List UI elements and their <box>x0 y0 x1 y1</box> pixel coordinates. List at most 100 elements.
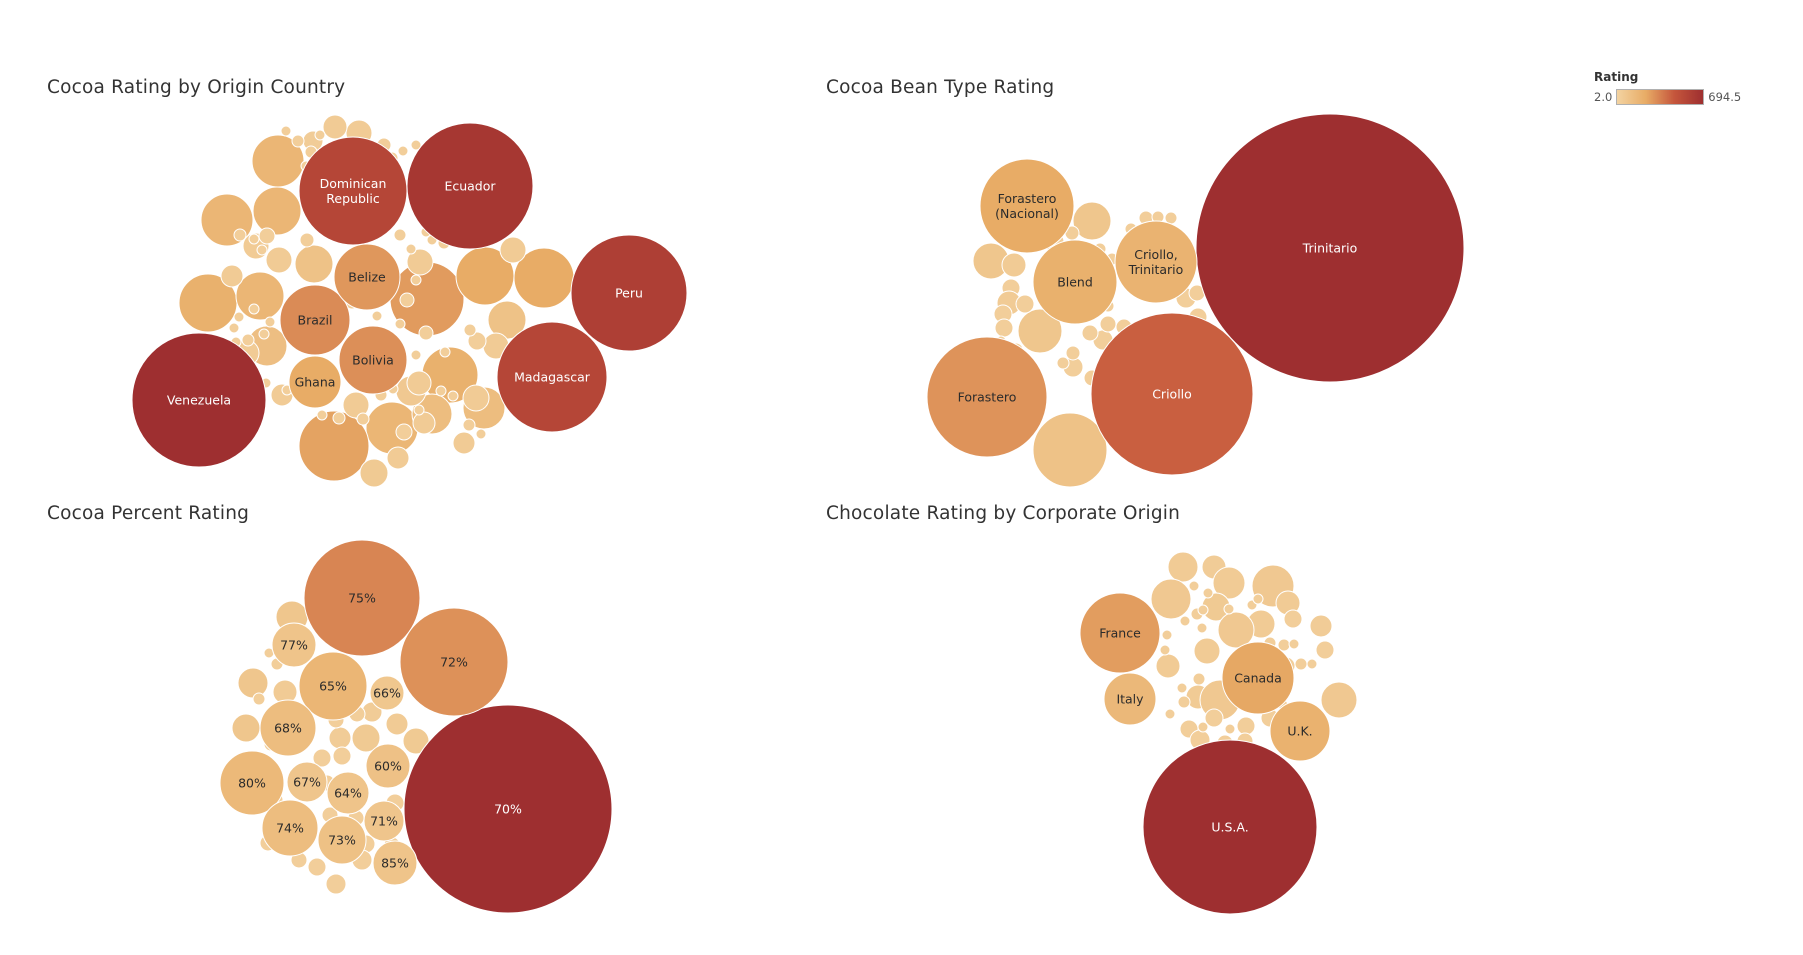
bubble-unlabeled[interactable] <box>1150 578 1192 620</box>
bubble-unlabeled[interactable] <box>228 322 240 334</box>
bubble-unlabeled[interactable] <box>1197 604 1209 616</box>
bubble-unlabeled[interactable] <box>1197 721 1209 733</box>
bubble-unlabeled[interactable] <box>256 244 268 256</box>
bubble-unlabeled[interactable] <box>463 323 477 337</box>
bubble-unlabeled[interactable] <box>452 431 476 455</box>
bubble-77[interactable] <box>271 622 317 668</box>
bubble-unlabeled[interactable] <box>410 349 422 361</box>
bubble-unlabeled[interactable] <box>412 411 436 435</box>
bubble-unlabeled[interactable] <box>264 316 276 328</box>
bubble-unlabeled[interactable] <box>220 264 244 288</box>
bubble-unlabeled[interactable] <box>475 428 487 440</box>
bubble-unlabeled[interactable] <box>1176 682 1188 694</box>
bubble-unlabeled[interactable] <box>1223 603 1235 615</box>
bubble-criollo[interactable] <box>1090 312 1254 476</box>
bubble-unlabeled[interactable] <box>1193 637 1221 665</box>
bubble-unlabeled[interactable] <box>447 390 459 402</box>
bubble-unlabeled[interactable] <box>1288 638 1300 650</box>
bubble-unlabeled[interactable] <box>462 384 490 412</box>
bubble-67[interactable] <box>286 761 328 803</box>
bubble-forastero[interactable] <box>926 336 1048 458</box>
bubble-unlabeled[interactable] <box>325 873 347 895</box>
bubble-unlabeled[interactable] <box>351 723 381 753</box>
bubble-unlabeled[interactable] <box>994 318 1014 338</box>
bubble-unlabeled[interactable] <box>231 713 261 743</box>
bubble-unlabeled[interactable] <box>1161 629 1173 641</box>
bubble-unlabeled[interactable] <box>332 411 346 425</box>
bubble-unlabeled[interactable] <box>356 412 370 426</box>
bubble-unlabeled[interactable] <box>291 134 305 148</box>
bubble-unlabeled[interactable] <box>258 227 276 245</box>
bubble-unlabeled[interactable] <box>399 292 415 308</box>
bubble-unlabeled[interactable] <box>1224 723 1236 735</box>
bubble-unlabeled[interactable] <box>1179 615 1191 627</box>
bubble-unlabeled[interactable] <box>1032 412 1108 488</box>
bubble-74[interactable] <box>261 799 319 857</box>
bubble-unlabeled[interactable] <box>435 385 447 397</box>
bubble-unlabeled[interactable] <box>299 232 315 248</box>
bubble-71[interactable] <box>363 800 405 842</box>
bubble-unlabeled[interactable] <box>265 246 293 274</box>
bubble-unlabeled[interactable] <box>294 244 334 284</box>
bubble-unlabeled[interactable] <box>397 145 409 157</box>
bubble-peru[interactable] <box>570 234 688 352</box>
bubble-ghana[interactable] <box>288 355 342 409</box>
bubble-unlabeled[interactable] <box>328 726 352 750</box>
bubble-unlabeled[interactable] <box>248 233 260 245</box>
bubble-unlabeled[interactable] <box>332 746 352 766</box>
bubble-unlabeled[interactable] <box>235 271 285 321</box>
bubble-70[interactable] <box>403 704 613 914</box>
bubble-unlabeled[interactable] <box>258 328 270 340</box>
bubble-u-s-a[interactable] <box>1142 739 1318 915</box>
bubble-unlabeled[interactable] <box>241 333 255 347</box>
bubble-64[interactable] <box>326 771 370 815</box>
bubble-unlabeled[interactable] <box>233 311 245 323</box>
bubble-unlabeled[interactable] <box>298 410 370 482</box>
bubble-unlabeled[interactable] <box>1212 566 1246 600</box>
bubble-unlabeled[interactable] <box>314 129 326 141</box>
bubble-unlabeled[interactable] <box>410 139 422 151</box>
bubble-80[interactable] <box>219 750 285 816</box>
bubble-unlabeled[interactable] <box>413 404 425 416</box>
bubble-belize[interactable] <box>333 243 401 311</box>
bubble-unlabeled[interactable] <box>371 310 383 322</box>
bubble-madagascar[interactable] <box>496 321 608 433</box>
bubble-unlabeled[interactable] <box>342 391 370 419</box>
bubble-unlabeled[interactable] <box>410 274 422 286</box>
bubble-venezuela[interactable] <box>131 332 267 468</box>
bubble-unlabeled[interactable] <box>252 692 266 706</box>
bubble-unlabeled[interactable] <box>405 243 417 255</box>
bubble-bolivia[interactable] <box>338 325 408 395</box>
bubble-unlabeled[interactable] <box>406 248 434 276</box>
bubble-forastero-nacional[interactable] <box>979 158 1075 254</box>
bubble-unlabeled[interactable] <box>312 748 332 768</box>
bubble-75[interactable] <box>303 539 421 657</box>
bubble-73[interactable] <box>317 815 367 865</box>
bubble-unlabeled[interactable] <box>499 236 527 264</box>
bubble-unlabeled[interactable] <box>233 228 247 242</box>
bubble-66[interactable] <box>369 675 405 711</box>
bubble-unlabeled[interactable] <box>1015 294 1035 314</box>
bubble-unlabeled[interactable] <box>1217 611 1255 649</box>
bubble-unlabeled[interactable] <box>1202 587 1214 599</box>
bubble-unlabeled[interactable] <box>1167 551 1199 583</box>
bubble-unlabeled[interactable] <box>1283 609 1303 629</box>
bubble-unlabeled[interactable] <box>1155 653 1181 679</box>
bubble-unlabeled[interactable] <box>467 331 487 351</box>
bubble-unlabeled[interactable] <box>237 667 269 699</box>
bubble-unlabeled[interactable] <box>393 228 407 242</box>
bubble-unlabeled[interactable] <box>1099 315 1117 333</box>
bubble-unlabeled[interactable] <box>307 857 327 877</box>
bubble-dominican-republic[interactable] <box>298 136 408 246</box>
bubble-unlabeled[interactable] <box>1017 308 1063 354</box>
bubble-unlabeled[interactable] <box>385 712 409 736</box>
bubble-unlabeled[interactable] <box>394 318 406 330</box>
bubble-unlabeled[interactable] <box>386 446 410 470</box>
bubble-unlabeled[interactable] <box>1192 672 1206 686</box>
bubble-68[interactable] <box>259 699 317 757</box>
bubble-unlabeled[interactable] <box>395 423 413 441</box>
bubble-trinitario[interactable] <box>1195 113 1465 383</box>
bubble-brazil[interactable] <box>279 284 351 356</box>
bubble-unlabeled[interactable] <box>359 458 389 488</box>
bubble-unlabeled[interactable] <box>1159 644 1171 656</box>
